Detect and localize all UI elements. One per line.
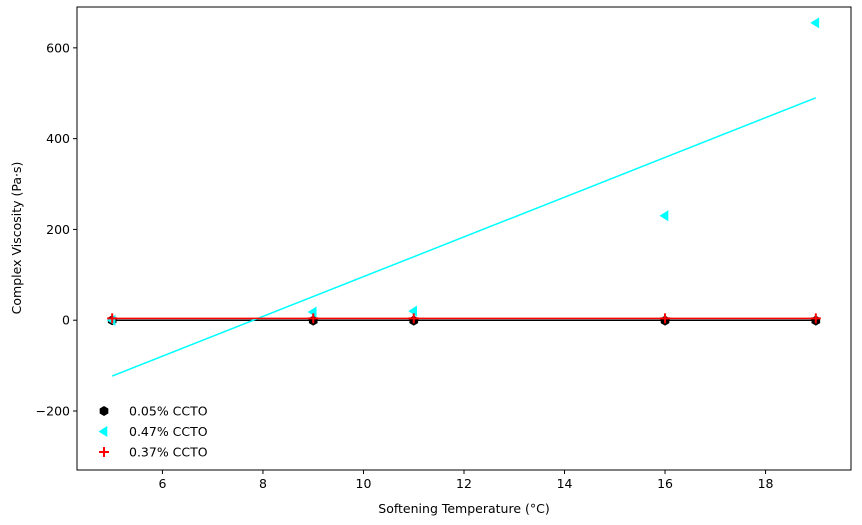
legend: 0.05% CCTO 0.47% CCTO 0.37% CCTO [98,404,208,460]
y-tick-label: 0 [62,313,70,328]
x-axis-label: Softening Temperature (°C) [378,501,549,516]
y-tick-label: 200 [46,222,70,237]
data-point [659,210,669,222]
y-axis: −200 0 200 400 600 [36,40,77,418]
data-point [810,17,820,29]
data-point [307,306,317,318]
data-point [408,313,419,324]
legend-marker [98,426,108,437]
data-point [810,313,821,324]
legend-label: 0.05% CCTO [129,404,208,419]
data-point [308,313,319,324]
y-axis-label: Complex Viscosity (Pa·s) [9,162,24,315]
x-tick-label: 18 [758,476,774,491]
plot-content [106,17,821,377]
legend-marker [99,406,109,416]
plot-frame [76,6,852,471]
data-point [107,313,118,324]
legend-marker [99,447,109,457]
x-tick-label: 12 [456,476,472,491]
x-tick-label: 10 [356,476,372,491]
legend-label: 0.47% CCTO [129,424,208,439]
y-tick-label: −200 [36,403,70,418]
y-tick-label: 400 [46,131,70,146]
data-point [408,305,418,317]
x-tick-label: 16 [657,476,673,491]
x-tick-label: 8 [259,476,267,491]
x-axis: 6 8 10 12 14 16 18 [158,470,774,491]
legend-label: 0.37% CCTO [129,445,208,460]
fit-line [111,97,817,377]
data-point [660,313,671,324]
x-tick-label: 6 [158,476,166,491]
x-tick-label: 14 [557,476,573,491]
y-tick-label: 600 [46,40,70,55]
